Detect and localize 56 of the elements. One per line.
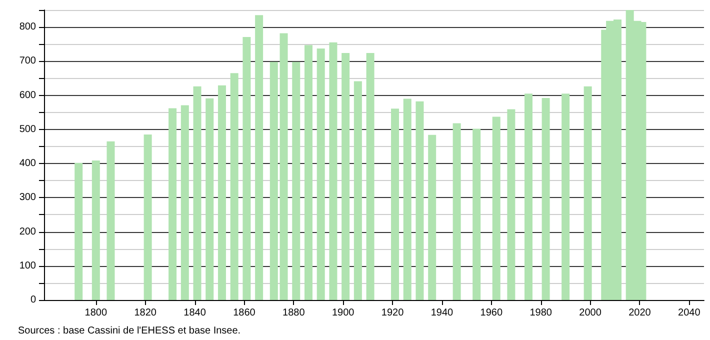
bar bbox=[292, 62, 300, 300]
y-tick-label: 800 bbox=[19, 22, 36, 33]
bar bbox=[524, 94, 532, 300]
bar bbox=[562, 94, 570, 300]
x-tick-label: 1840 bbox=[184, 308, 206, 318]
bar bbox=[472, 128, 481, 300]
bar bbox=[218, 85, 226, 300]
y-tick-label: 400 bbox=[19, 158, 36, 170]
x-tick-label: 1900 bbox=[332, 308, 355, 318]
bar bbox=[206, 98, 214, 300]
bar bbox=[492, 116, 500, 300]
bar bbox=[106, 141, 115, 300]
x-tick-label: 1940 bbox=[430, 308, 454, 318]
bar bbox=[255, 15, 264, 300]
bar bbox=[180, 105, 189, 300]
bar bbox=[584, 86, 592, 300]
bar bbox=[92, 160, 100, 300]
x-tick-label: 1880 bbox=[282, 308, 306, 318]
bar bbox=[242, 36, 251, 300]
bar bbox=[144, 134, 152, 300]
x-tick-label: 1860 bbox=[233, 308, 256, 318]
bar bbox=[416, 101, 424, 300]
bar bbox=[428, 134, 436, 300]
bar bbox=[507, 109, 516, 300]
y-tick-label: 300 bbox=[19, 192, 36, 204]
y-tick-label: 100 bbox=[19, 260, 36, 272]
y-tick-label: 500 bbox=[19, 124, 36, 135]
bar bbox=[366, 52, 374, 300]
bar bbox=[342, 52, 350, 300]
bar bbox=[542, 98, 550, 300]
bar bbox=[452, 123, 461, 300]
bar bbox=[280, 33, 288, 300]
bar bbox=[304, 45, 312, 300]
x-tick-label: 1820 bbox=[134, 308, 157, 318]
y-tick-label: 0 bbox=[30, 294, 36, 306]
bar bbox=[74, 162, 83, 300]
y-tick-label: 200 bbox=[19, 226, 36, 238]
bar bbox=[230, 73, 238, 300]
bar bbox=[329, 42, 338, 300]
bar bbox=[391, 108, 400, 300]
x-tick-label: 2000 bbox=[579, 308, 602, 318]
x-tick-label: 1920 bbox=[381, 308, 404, 318]
y-tick-label: 700 bbox=[19, 56, 36, 67]
y-tick-label: 600 bbox=[19, 90, 36, 101]
bar bbox=[316, 48, 325, 300]
x-tick-label: 2040 bbox=[678, 308, 701, 318]
x-tick-label: 1800 bbox=[84, 308, 108, 318]
bar bbox=[354, 81, 362, 300]
bar bbox=[270, 62, 278, 300]
bar bbox=[193, 86, 202, 300]
x-tick-label: 1960 bbox=[480, 308, 503, 318]
source-note: Sources : base Cassini de l'EHESS et base Insee. bbox=[18, 326, 241, 336]
x-tick-label: 1980 bbox=[530, 308, 552, 318]
bar bbox=[403, 98, 412, 300]
bar bbox=[168, 108, 177, 300]
x-tick-label: 2020 bbox=[628, 308, 652, 318]
